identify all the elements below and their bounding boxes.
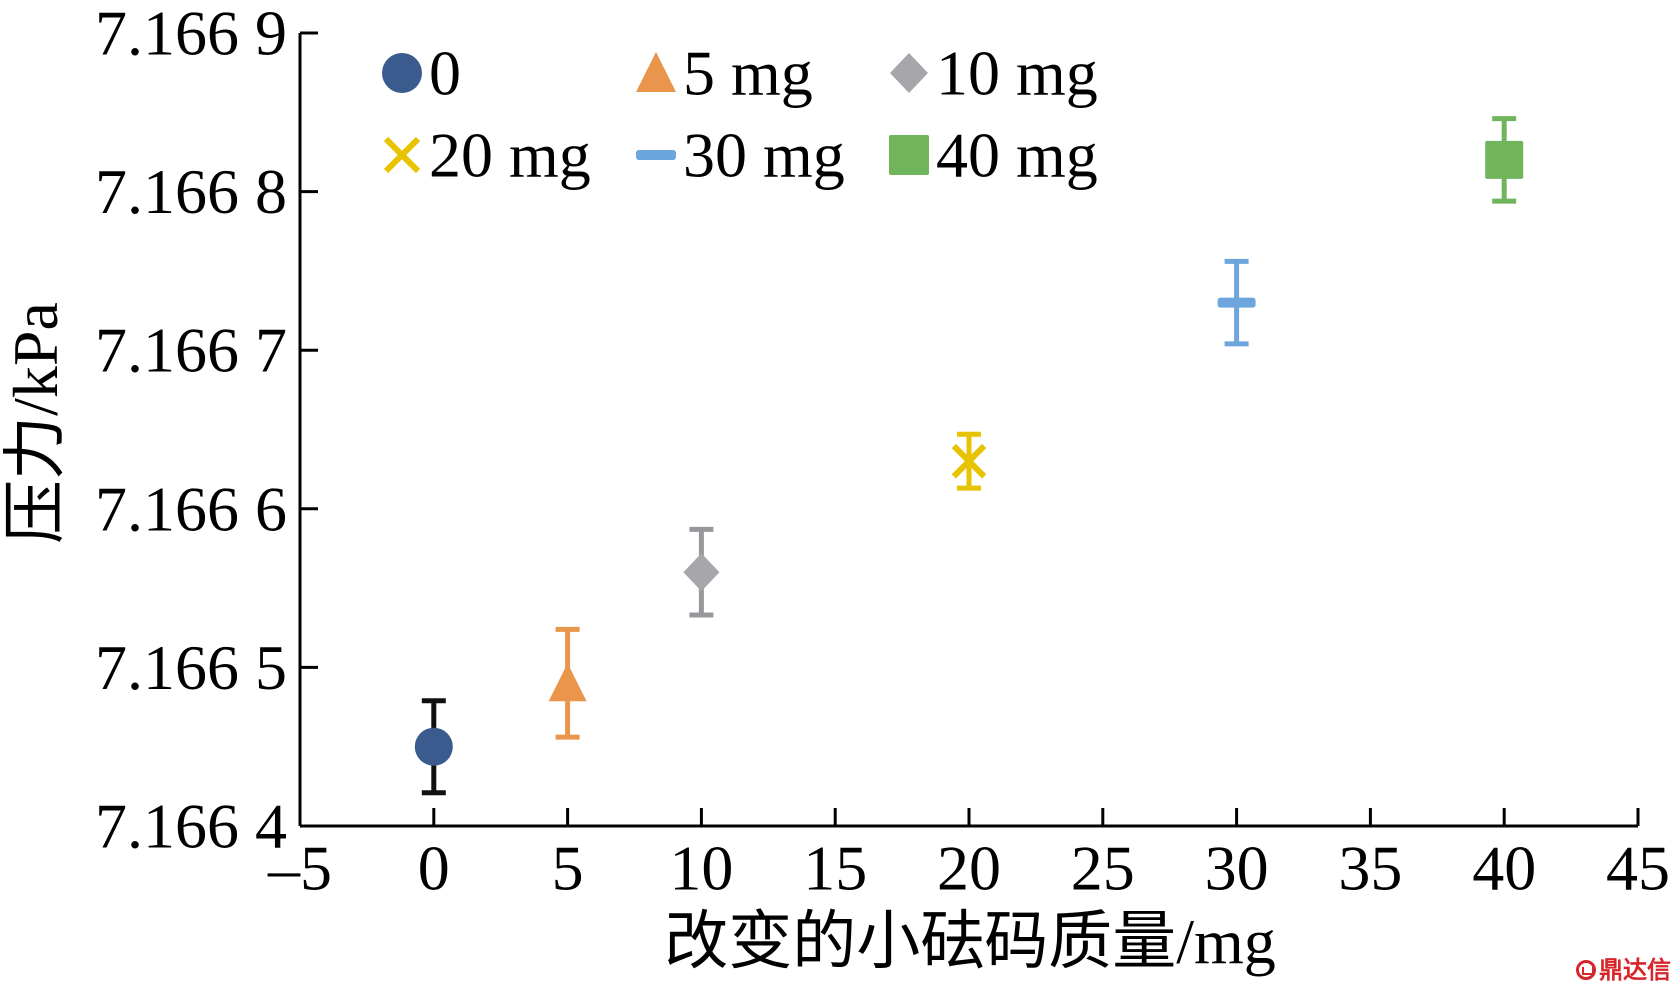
legend-label: 30 mg bbox=[683, 120, 845, 191]
watermark: 鼎达信 bbox=[1576, 958, 1671, 982]
legend-marker-circle bbox=[382, 53, 422, 93]
legend-label: 5 mg bbox=[683, 38, 813, 109]
data-point-3-stroke bbox=[951, 443, 987, 479]
watermark-text: 鼎达信 bbox=[1599, 956, 1671, 984]
y-tick-label: 7.166 4 bbox=[95, 791, 287, 862]
legend-label: 10 mg bbox=[936, 38, 1098, 109]
x-axis-title: 改变的小砝码质量/mg bbox=[664, 906, 1276, 977]
data-point-5 bbox=[1485, 140, 1524, 179]
data-point-1 bbox=[548, 663, 587, 702]
x-tick-label: 35 bbox=[1338, 833, 1402, 904]
y-tick-label: 7.166 9 bbox=[95, 0, 287, 69]
logo-icon bbox=[1576, 960, 1596, 980]
legend-marker-dash bbox=[636, 150, 676, 160]
x-tick-label: 5 bbox=[552, 833, 584, 904]
y-axis-title: 压力/kPa bbox=[0, 302, 71, 544]
legend-label: 40 mg bbox=[936, 120, 1098, 191]
legend-label: 0 bbox=[429, 38, 461, 109]
x-tick-label: –5 bbox=[267, 833, 332, 904]
x-tick-label: 15 bbox=[803, 833, 867, 904]
x-tick-label: 20 bbox=[937, 833, 1001, 904]
data-point-0 bbox=[414, 727, 453, 766]
data-point-3 bbox=[951, 443, 987, 479]
y-tick-label: 7.166 7 bbox=[95, 315, 287, 386]
data-point-4 bbox=[1217, 297, 1256, 308]
y-tick-label: 7.166 6 bbox=[95, 473, 287, 544]
data-point-2 bbox=[683, 553, 720, 592]
legend-marker-x-stroke bbox=[383, 136, 421, 174]
x-tick-label: 45 bbox=[1606, 833, 1670, 904]
x-tick-label: 25 bbox=[1071, 833, 1135, 904]
y-tick-label: 7.166 5 bbox=[95, 632, 287, 703]
legend-marker-square bbox=[889, 135, 929, 175]
legend-marker-diamond bbox=[890, 53, 928, 93]
x-tick-label: 10 bbox=[669, 833, 733, 904]
x-tick-label: 30 bbox=[1205, 833, 1269, 904]
legend-label: 20 mg bbox=[429, 120, 591, 191]
legend-marker-x bbox=[383, 136, 421, 174]
y-tick-label: 7.166 8 bbox=[95, 156, 287, 227]
legend-marker-triangle bbox=[636, 52, 676, 92]
x-tick-label: 0 bbox=[418, 833, 450, 904]
x-tick-label: 40 bbox=[1472, 833, 1536, 904]
